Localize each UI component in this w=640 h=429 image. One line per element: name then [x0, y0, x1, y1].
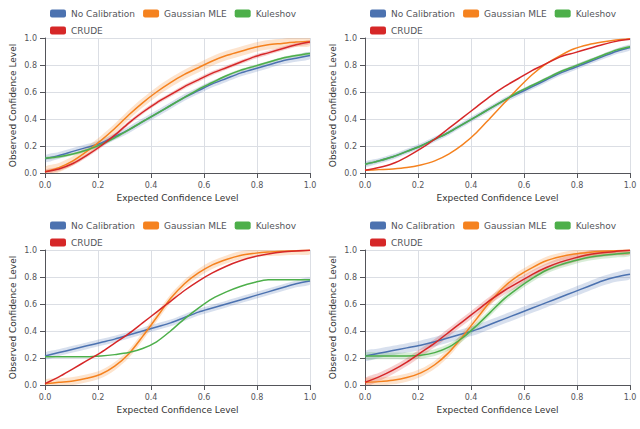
svg-text:Expected Confidence Level: Expected Confidence Level: [436, 193, 558, 203]
svg-text:0.6: 0.6: [24, 88, 37, 97]
svg-text:0.4: 0.4: [145, 393, 158, 402]
svg-text:No Calibration: No Calibration: [391, 221, 455, 231]
svg-text:Kuleshov: Kuleshov: [576, 221, 617, 231]
svg-text:1.0: 1.0: [344, 246, 357, 255]
svg-text:CRUDE: CRUDE: [391, 26, 423, 36]
svg-text:Gaussian MLE: Gaussian MLE: [164, 9, 227, 19]
svg-text:0.2: 0.2: [92, 181, 105, 190]
svg-text:0.8: 0.8: [251, 181, 264, 190]
svg-text:0.8: 0.8: [24, 273, 37, 282]
svg-text:0.2: 0.2: [344, 142, 357, 151]
svg-text:Gaussian MLE: Gaussian MLE: [484, 9, 547, 19]
svg-text:1.0: 1.0: [624, 393, 637, 402]
svg-text:0.0: 0.0: [344, 169, 357, 178]
svg-text:CRUDE: CRUDE: [71, 26, 103, 36]
svg-text:0.2: 0.2: [24, 354, 37, 363]
svg-text:Expected Confidence Level: Expected Confidence Level: [116, 405, 238, 415]
svg-text:CRUDE: CRUDE: [391, 238, 423, 248]
svg-text:1.0: 1.0: [24, 34, 37, 43]
svg-text:0.4: 0.4: [24, 115, 37, 124]
svg-text:Kuleshov: Kuleshov: [576, 9, 617, 19]
svg-text:0.4: 0.4: [344, 115, 357, 124]
svg-text:0.8: 0.8: [24, 61, 37, 70]
svg-text:0.0: 0.0: [24, 381, 37, 390]
svg-text:0.8: 0.8: [571, 181, 584, 190]
svg-text:0.2: 0.2: [24, 142, 37, 151]
svg-text:Observed Confidence Level: Observed Confidence Level: [328, 256, 338, 379]
svg-text:Observed Confidence Level: Observed Confidence Level: [8, 256, 18, 379]
svg-text:Expected Confidence Level: Expected Confidence Level: [116, 193, 238, 203]
svg-text:0.4: 0.4: [344, 327, 357, 336]
svg-text:0.6: 0.6: [344, 300, 357, 309]
svg-text:0.6: 0.6: [518, 393, 531, 402]
svg-text:0.2: 0.2: [92, 393, 105, 402]
svg-text:0.0: 0.0: [344, 381, 357, 390]
svg-text:0.0: 0.0: [39, 393, 52, 402]
svg-text:0.4: 0.4: [465, 393, 478, 402]
svg-text:1.0: 1.0: [304, 181, 317, 190]
svg-text:0.2: 0.2: [412, 393, 425, 402]
svg-text:0.2: 0.2: [344, 354, 357, 363]
svg-text:0.6: 0.6: [198, 181, 211, 190]
svg-text:0.4: 0.4: [465, 181, 478, 190]
svg-text:0.0: 0.0: [39, 181, 52, 190]
svg-text:0.2: 0.2: [412, 181, 425, 190]
svg-text:0.6: 0.6: [344, 88, 357, 97]
svg-text:1.0: 1.0: [344, 34, 357, 43]
svg-text:0.0: 0.0: [24, 169, 37, 178]
svg-text:No Calibration: No Calibration: [391, 9, 455, 19]
svg-text:0.8: 0.8: [251, 393, 264, 402]
svg-text:0.4: 0.4: [24, 327, 37, 336]
svg-text:Expected Confidence Level: Expected Confidence Level: [436, 405, 558, 415]
svg-text:No Calibration: No Calibration: [71, 9, 135, 19]
svg-text:1.0: 1.0: [24, 246, 37, 255]
svg-text:0.6: 0.6: [198, 393, 211, 402]
svg-text:Kuleshov: Kuleshov: [256, 221, 297, 231]
svg-text:CRUDE: CRUDE: [71, 238, 103, 248]
svg-text:Observed Confidence Level: Observed Confidence Level: [328, 44, 338, 167]
svg-text:0.8: 0.8: [571, 393, 584, 402]
svg-text:1.0: 1.0: [304, 393, 317, 402]
svg-text:0.6: 0.6: [518, 181, 531, 190]
svg-text:Kuleshov: Kuleshov: [256, 9, 297, 19]
svg-text:0.6: 0.6: [24, 300, 37, 309]
svg-text:0.0: 0.0: [359, 181, 372, 190]
svg-text:0.8: 0.8: [344, 273, 357, 282]
svg-text:1.0: 1.0: [624, 181, 637, 190]
svg-text:Gaussian MLE: Gaussian MLE: [164, 221, 227, 231]
svg-text:0.8: 0.8: [344, 61, 357, 70]
svg-text:0.0: 0.0: [359, 393, 372, 402]
svg-text:Observed Confidence Level: Observed Confidence Level: [8, 44, 18, 167]
svg-text:0.4: 0.4: [145, 181, 158, 190]
svg-text:Gaussian MLE: Gaussian MLE: [484, 221, 547, 231]
svg-text:No Calibration: No Calibration: [71, 221, 135, 231]
